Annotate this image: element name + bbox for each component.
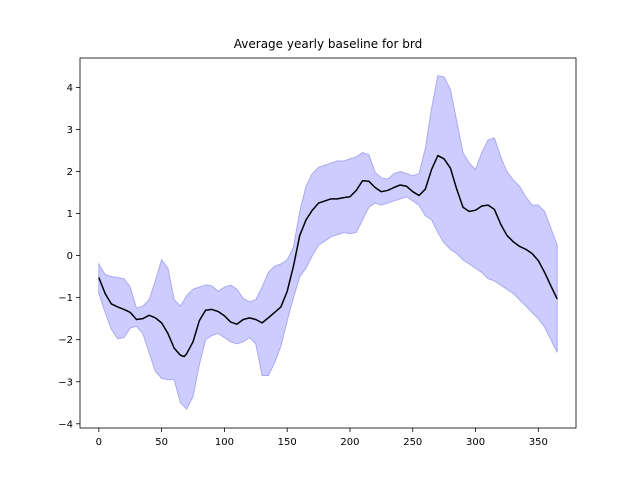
y-tick-label: −2 [58, 335, 73, 346]
y-axis: −4 −3 −2 −1 0 1 2 3 4 [58, 83, 80, 430]
y-tick-label: 3 [67, 125, 73, 136]
y-tick-label: 2 [67, 167, 73, 178]
y-tick-label: −3 [58, 377, 73, 388]
mean-line [98, 154, 558, 358]
x-tick-label: 0 [96, 437, 102, 448]
line-layer [98, 154, 558, 358]
x-tick-label: 350 [529, 437, 548, 448]
y-tick-label: −4 [58, 419, 73, 430]
y-tick-label: 4 [67, 83, 73, 94]
x-axis: 0 50 100 150 200 250 300 350 [96, 428, 548, 448]
range-band [98, 75, 558, 410]
x-tick-label: 300 [466, 437, 485, 448]
x-tick-label: 200 [340, 437, 359, 448]
x-tick-label: 250 [403, 437, 422, 448]
chart-title: Average yearly baseline for brd [234, 37, 422, 51]
x-tick-label: 100 [215, 437, 234, 448]
y-tick-label: −1 [58, 293, 73, 304]
band-layer [98, 75, 558, 410]
x-tick-label: 150 [278, 437, 297, 448]
y-tick-label: 1 [67, 209, 73, 220]
y-tick-label: 0 [67, 251, 73, 262]
plot-frame [79, 57, 577, 429]
x-tick-label: 50 [155, 437, 168, 448]
